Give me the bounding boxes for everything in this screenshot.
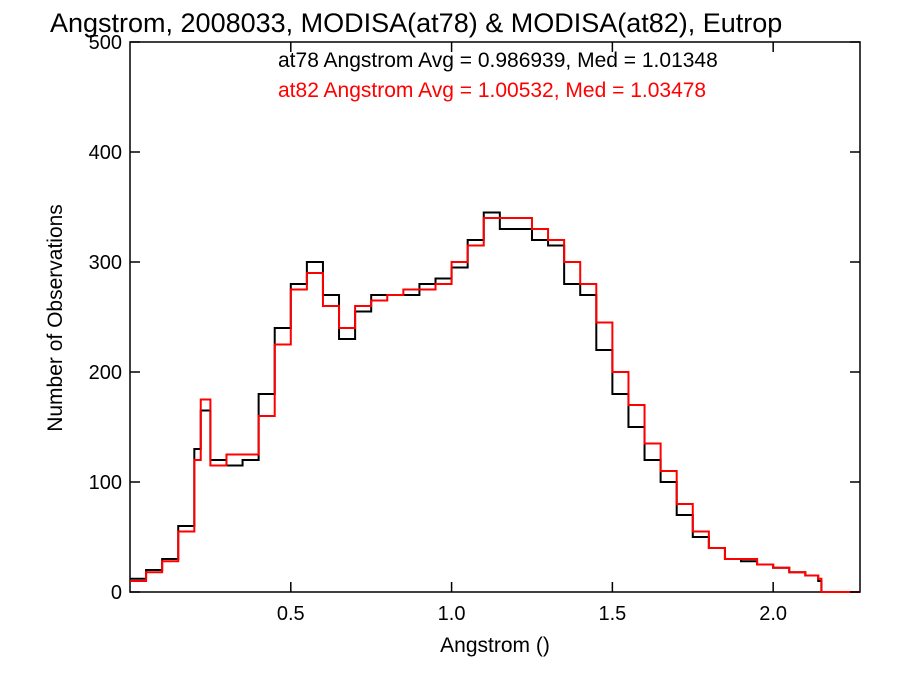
y-tick-label: 100 bbox=[89, 472, 122, 494]
y-tick-label: 200 bbox=[89, 362, 122, 384]
legend-entry-at82: at82 Angstrom Avg = 1.00532, Med = 1.034… bbox=[278, 79, 706, 102]
series-line-at82 bbox=[130, 217, 860, 593]
x-tick-label: 2.0 bbox=[759, 603, 787, 625]
series-line-at78 bbox=[130, 211, 860, 593]
chart-title: Angstrom, 2008033, MODISA(at78) & MODISA… bbox=[50, 8, 782, 38]
x-axis-label: Angstrom () bbox=[440, 634, 550, 657]
legend: at78 Angstrom Avg = 0.986939, Med = 1.01… bbox=[278, 49, 718, 102]
x-tick-label: 1.5 bbox=[598, 603, 626, 625]
plot-border bbox=[129, 41, 861, 593]
legend-entry-at78: at78 Angstrom Avg = 0.986939, Med = 1.01… bbox=[278, 49, 718, 72]
y-tick-label: 0 bbox=[111, 582, 122, 604]
ticks-layer: 0 100 200 300 400 500 0.5 1.0 1.5 2.0 bbox=[89, 32, 860, 625]
y-tick-label: 500 bbox=[89, 32, 122, 54]
x-tick-label: 1.0 bbox=[438, 603, 466, 625]
y-tick-label: 400 bbox=[89, 142, 122, 164]
series-layer bbox=[130, 211, 860, 593]
y-tick-label: 300 bbox=[89, 252, 122, 274]
plot-frame bbox=[129, 41, 861, 593]
x-tick-label: 0.5 bbox=[277, 603, 305, 625]
y-axis-label: Number of Observations bbox=[44, 204, 67, 432]
